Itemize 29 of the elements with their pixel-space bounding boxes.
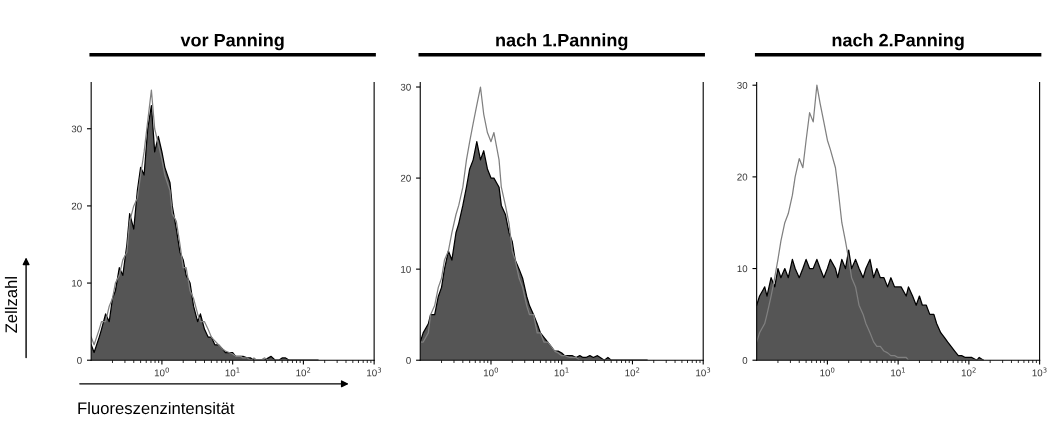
y-tick-label: 0 <box>406 356 411 364</box>
y-tick-label: 20 <box>71 202 82 210</box>
y-tick-label: 20 <box>737 173 748 181</box>
y-tick-label: 20 <box>400 174 411 182</box>
x-tick-label: 10$^{3}$ <box>367 367 382 377</box>
chart-title: vor Panning <box>180 33 284 51</box>
y-tick-label: 0 <box>77 356 82 364</box>
y-tick-label: 30 <box>737 81 748 89</box>
x-tick-label: 10$^{2}$ <box>296 367 311 377</box>
x-tick-label: 10$^{2}$ <box>625 367 640 377</box>
y-tick-label: 30 <box>71 125 82 133</box>
chart-title: nach 1.Panning <box>496 33 628 51</box>
chart-title: nach 2.Panning <box>832 33 964 51</box>
x-tick-label: 10$^{1}$ <box>891 367 905 377</box>
x-tick-label: 10$^{1}$ <box>554 367 569 377</box>
y-tick-label: 30 <box>400 83 411 91</box>
x-tick-label: 10$^{1}$ <box>225 367 240 377</box>
y-axis-title: Zellzahl <box>4 277 18 333</box>
x-tick-label: 10$^{0}$ <box>820 367 835 377</box>
x-tick-label: 10$^{0}$ <box>154 367 169 377</box>
y-tick-label: 10 <box>401 265 411 273</box>
x-tick-label: 10$^{2}$ <box>961 367 976 377</box>
y-tick-label: 0 <box>742 356 748 364</box>
x-axis-title: Fluoreszenzintensität <box>78 401 235 415</box>
x-tick-label: 10$^{3}$ <box>696 367 711 377</box>
y-tick-label: 10 <box>737 265 748 273</box>
y-tick-label: 10 <box>72 279 82 287</box>
x-tick-label: 10$^{3}$ <box>1032 367 1047 377</box>
x-tick-label: 10$^{0}$ <box>483 367 498 377</box>
